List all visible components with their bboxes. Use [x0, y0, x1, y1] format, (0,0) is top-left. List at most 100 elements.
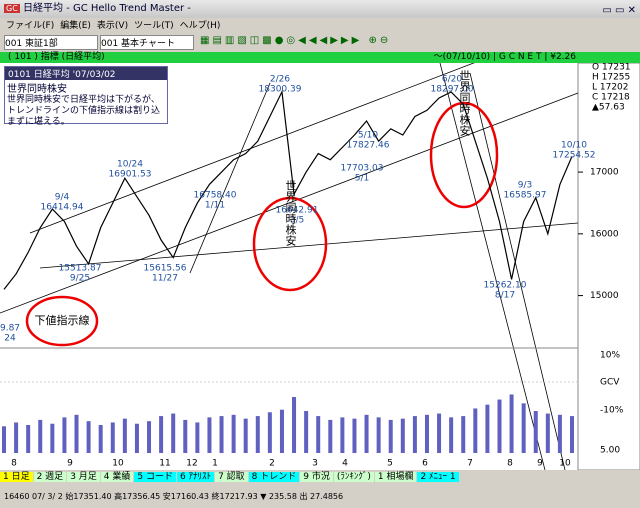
volume-bar [267, 412, 272, 453]
menu-item[interactable]: ヘルプ(H) [179, 21, 221, 31]
x-tick-label: 10 [112, 459, 124, 469]
volume-bar [279, 409, 284, 453]
volume-bar [50, 423, 55, 453]
toolbar-icons[interactable]: ▦▤▥▧◫▩●◎◀◀◀▶▶▶ ⊕⊖ [200, 35, 392, 46]
volume-bar [557, 414, 562, 453]
y-tick-label: 17000 [590, 168, 619, 178]
tab[interactable]: 2 ﾒﾆｭｰ 1 [417, 472, 459, 482]
x-tick-label: 11 [159, 459, 170, 469]
pane-label: GCV [600, 378, 620, 388]
price-annotation: 15262.10 [484, 281, 527, 291]
volume-bar [376, 417, 381, 453]
volume-bar [424, 414, 429, 453]
volume-bar [195, 422, 200, 453]
price-annotation: 3/5 [290, 216, 304, 226]
ohlc-label: ▲57.63 [592, 103, 625, 113]
x-tick-label: 6 [422, 459, 428, 469]
menu-item[interactable]: 表示(V) [96, 21, 129, 31]
tab[interactable]: 7 認取 [215, 472, 248, 482]
x-tick-label: 8 [507, 459, 513, 469]
ohlc-label: H 17255 [592, 73, 630, 83]
tab[interactable]: 3 月足 [67, 472, 100, 482]
volume-bar [509, 394, 514, 453]
volume-bar [449, 417, 454, 453]
volume-bar [74, 414, 79, 453]
window-title: 日経平均 - GC Hello Trend Master - [22, 3, 191, 14]
price-annotation: 16414.94 [41, 203, 84, 213]
volume-bar [533, 411, 538, 453]
price-annotation: 11/27 [152, 274, 178, 284]
trend-lines [0, 63, 579, 470]
ohlc-label: L 17202 [592, 83, 629, 93]
price-annotation: 24 [4, 334, 16, 344]
volume-bar [98, 425, 103, 453]
x-tick-label: 9 [537, 459, 543, 469]
tab[interactable]: 2 週足 [33, 472, 67, 482]
volume-bar [14, 422, 19, 453]
tab[interactable]: 1 日足 [0, 472, 33, 482]
note-body: 世界同時株安で日経平均は下がるが、トレンドラインの下値指示線は割り込まずに堪える… [7, 95, 161, 127]
tab[interactable]: 4 業績 [100, 472, 134, 482]
note-title: 世界同時株安 [7, 84, 67, 95]
x-tick-label: 9 [67, 459, 73, 469]
volume-bar [304, 411, 309, 453]
volume-bar [364, 414, 369, 453]
app-icon: GC [4, 4, 20, 13]
volume-bar [147, 421, 152, 453]
price-annotation: 10/10 [561, 141, 587, 151]
volume-bar [207, 417, 212, 453]
price-annotation: 15615.56 [144, 264, 187, 274]
volume-bar [26, 425, 31, 453]
volume-bar [412, 416, 417, 453]
market-select[interactable]: 001 東証1部 [4, 35, 98, 50]
volume-bar [352, 418, 357, 453]
price-annotation: 8/17 [495, 291, 515, 301]
title-bar: GC 日経平均 - GC Hello Trend Master - ▭ ▭ ✕ [0, 0, 640, 18]
ohlc-label: C 17218 [592, 93, 630, 103]
price-annotation: 9.87 [0, 324, 20, 334]
volume-bar [231, 414, 236, 453]
tab[interactable]: 5 コード [134, 472, 176, 482]
price-annotation: 10/24 [117, 160, 143, 170]
price-annotation: 9/3 [518, 181, 532, 191]
price-annotation: 6/20 [442, 75, 462, 85]
tab[interactable]: 8 トレンド [248, 472, 300, 482]
menu-item[interactable]: ファイル(F) [6, 21, 55, 31]
chart-header: ( 101 ) 指標 (日経平均) ～(07/10/10) | G C N E … [0, 52, 640, 63]
tab[interactable]: 6 ｱﾅﾘｽﾄ [176, 472, 215, 482]
status-bar: 16460 07/ 3/ 2 始17351.40 高17356.45 安1716… [4, 492, 344, 501]
volume-bar [316, 416, 321, 453]
price-annotation: 9/25 [70, 274, 90, 284]
volume-bar [292, 397, 297, 453]
y-tick-label: 16000 [590, 229, 619, 239]
chart-select[interactable]: 001 基本チャート [100, 35, 194, 50]
volume-bar [340, 417, 345, 453]
x-tick-label: 8 [11, 459, 17, 469]
price-annotation: 16758.40 [194, 191, 237, 201]
x-tick-label: 12 [186, 459, 197, 469]
volume-bar [545, 413, 550, 453]
y-tick-label: 15000 [590, 291, 619, 301]
note-header: 0101 日経平均 '07/03/02 [5, 67, 167, 80]
tab[interactable]: 9 市況 [300, 472, 333, 482]
volume-bar [183, 419, 188, 453]
tab[interactable]: (ﾗﾝｷﾝｸﾞ) [333, 472, 374, 482]
volume-bar [38, 419, 43, 453]
ohlc-label: O 17231 [592, 63, 631, 73]
menu-item[interactable]: 編集(E) [60, 21, 91, 31]
price-annotation: 18297.00 [431, 85, 474, 95]
volume-bar [122, 418, 127, 453]
x-tick-label: 2 [269, 459, 275, 469]
price-annotation: 16642.91 [276, 206, 319, 216]
tab[interactable]: 1 相場欄 [374, 472, 417, 482]
pane-label: 10% [600, 351, 620, 361]
plot-area [0, 63, 578, 470]
volume-bar [159, 416, 164, 453]
volume-bar [86, 421, 91, 453]
chart-header-right: ～(07/10/10) | G C N E T | ¥2.26 [433, 52, 576, 62]
x-tick-label: 10 [559, 459, 571, 469]
x-tick-label: 4 [342, 459, 348, 469]
window-controls[interactable]: ▭ ▭ ✕ [602, 5, 636, 16]
menu-item[interactable]: ツール(T) [134, 21, 174, 31]
price-line [3, 89, 573, 290]
